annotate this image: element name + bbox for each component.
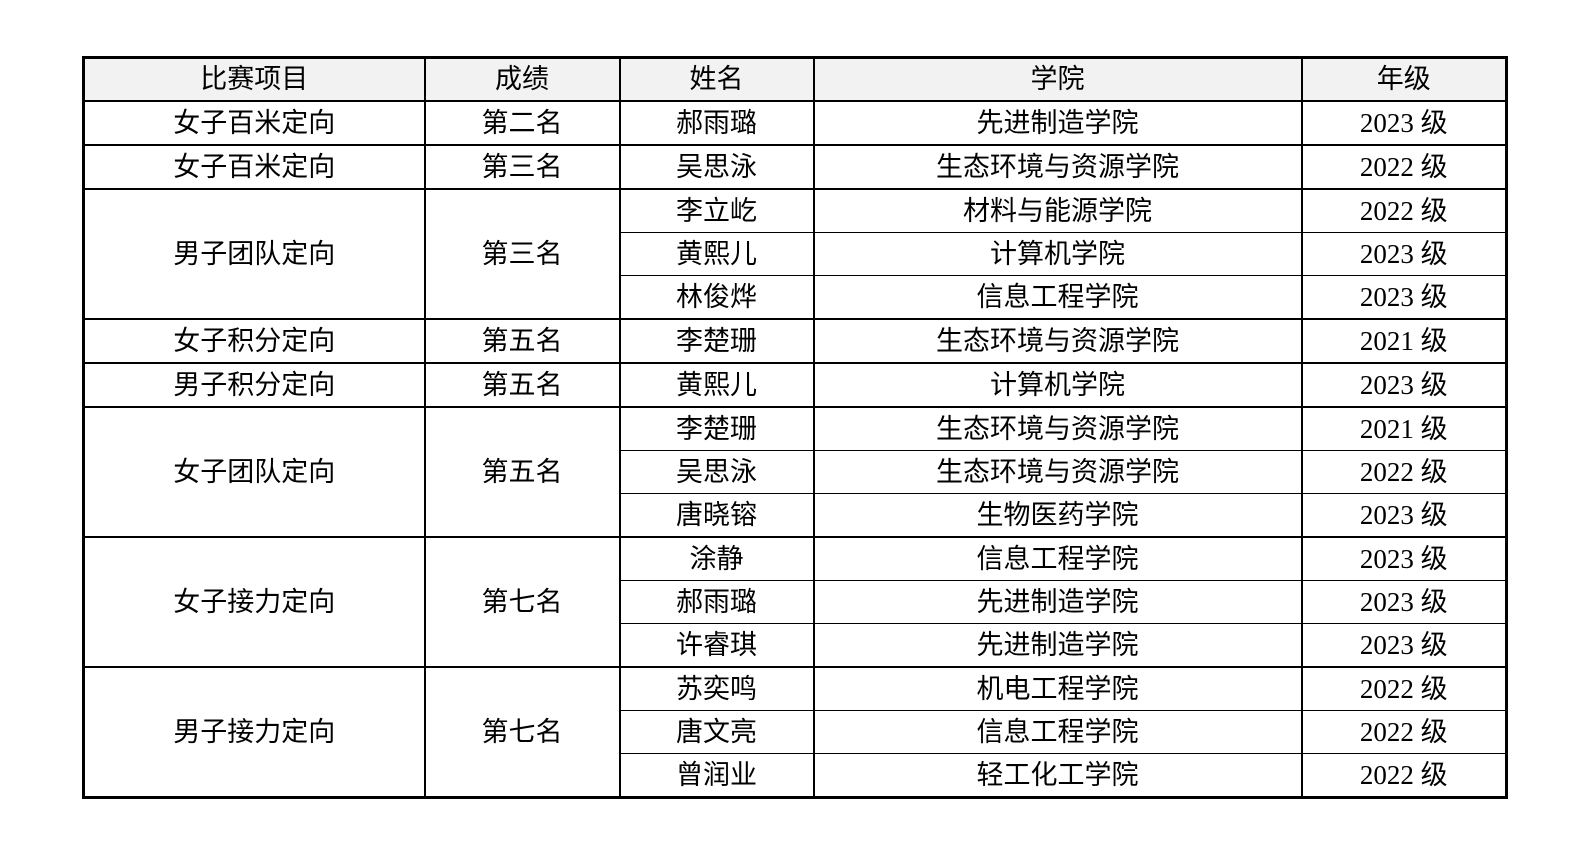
cell-result: 第二名: [423, 100, 621, 146]
cell-college: 轻工化工学院: [812, 753, 1303, 798]
cell-grade: 2023 级: [1300, 100, 1508, 146]
cell-name: 许睿琪: [618, 623, 815, 668]
cell-event: 女子团队定向: [82, 406, 426, 538]
cell-grade: 2023 级: [1300, 623, 1508, 668]
table-row: 林俊烨 信息工程学院 2023 级: [84, 275, 1508, 320]
column-header-name: 姓名: [618, 56, 815, 102]
cell-grade: 2023 级: [1300, 275, 1508, 320]
cell-college: 先进制造学院: [812, 580, 1303, 624]
cell-event: 男子接力定向: [82, 666, 426, 798]
cell-event: 女子百米定向: [82, 100, 426, 146]
cell-college: 先进制造学院: [812, 100, 1303, 146]
cell-grade: 2023 级: [1300, 493, 1508, 538]
cell-event: 女子接力定向: [82, 536, 426, 668]
table-row: 女子接力定向 第七名 涂静 信息工程学院 2023 级: [82, 536, 1508, 668]
cell-result: 第五名: [423, 318, 621, 364]
cell-grade: 2022 级: [1300, 144, 1508, 190]
cell-grade: 2021 级: [1300, 318, 1508, 364]
cell-grade: 2023 级: [1300, 362, 1508, 408]
cell-name: 郝雨璐: [618, 580, 815, 624]
cell-grade: 2022 级: [1300, 666, 1508, 711]
cell-grade: 2021 级: [1300, 406, 1508, 451]
cell-grade: 2022 级: [1300, 710, 1508, 754]
cell-grade: 2023 级: [1300, 580, 1508, 624]
cell-name: 唐晓镕: [618, 493, 815, 538]
column-header-college: 学院: [812, 56, 1303, 102]
cell-result: 第三名: [423, 144, 621, 190]
table-row: 女子百米定向 第二名 郝雨璐 先进制造学院 2023 级: [82, 100, 1508, 146]
table-row: 黄熙儿 计算机学院 2023 级: [84, 232, 1508, 276]
cell-college: 计算机学院: [812, 362, 1303, 408]
table-row: 唐文亮 信息工程学院 2022 级: [84, 710, 1508, 754]
cell-name: 涂静: [618, 536, 815, 581]
cell-event: 女子百米定向: [82, 144, 426, 190]
cell-result: 第五名: [423, 406, 621, 538]
cell-college: 材料与能源学院: [812, 188, 1303, 233]
table-row: 女子团队定向 第五名 李楚珊 生态环境与资源学院 2021 级: [82, 406, 1508, 538]
cell-result: 第七名: [423, 666, 621, 798]
cell-name: 黄熙儿: [618, 362, 815, 408]
results-table: 比赛项目 成绩 姓名 学院 年级 女子百米定向 第二名 郝雨璐 先进制造学院 2…: [82, 56, 1508, 799]
cell-college: 信息工程学院: [812, 536, 1303, 581]
column-header-grade: 年级: [1300, 56, 1508, 102]
table-row: 吴思泳 生态环境与资源学院 2022 级: [84, 450, 1508, 494]
cell-name: 吴思泳: [618, 450, 815, 494]
cell-college: 机电工程学院: [812, 666, 1303, 711]
cell-name: 唐文亮: [618, 710, 815, 754]
cell-name: 林俊烨: [618, 275, 815, 320]
cell-name: 李楚珊: [618, 318, 815, 364]
cell-college: 信息工程学院: [812, 710, 1303, 754]
cell-grade: 2023 级: [1300, 232, 1508, 276]
cell-name: 黄熙儿: [618, 232, 815, 276]
cell-event: 男子积分定向: [82, 362, 426, 408]
table-row: 男子团队定向 第三名 李立屹 材料与能源学院 2022 级: [82, 188, 1508, 320]
cell-college: 计算机学院: [812, 232, 1303, 276]
cell-name: 吴思泳: [618, 144, 815, 190]
column-header-result: 成绩: [423, 56, 621, 102]
cell-college: 生态环境与资源学院: [812, 450, 1303, 494]
cell-college: 先进制造学院: [812, 623, 1303, 668]
table-row: 男子积分定向 第五名 黄熙儿 计算机学院 2023 级: [82, 362, 1508, 408]
column-header-event: 比赛项目: [82, 56, 426, 102]
cell-name: 郝雨璐: [618, 100, 815, 146]
cell-grade: 2022 级: [1300, 753, 1508, 798]
cell-college: 信息工程学院: [812, 275, 1303, 320]
cell-result: 第五名: [423, 362, 621, 408]
cell-grade: 2022 级: [1300, 188, 1508, 233]
cell-name: 李楚珊: [618, 406, 815, 451]
table-row: 唐晓镕 生物医药学院 2023 级: [84, 493, 1508, 538]
cell-college: 生态环境与资源学院: [812, 318, 1303, 364]
cell-grade: 2023 级: [1300, 536, 1508, 581]
cell-name: 曾润业: [618, 753, 815, 798]
cell-result: 第三名: [423, 188, 621, 320]
cell-event: 女子积分定向: [82, 318, 426, 364]
cell-grade: 2022 级: [1300, 450, 1508, 494]
table-row: 男子接力定向 第七名 苏奕鸣 机电工程学院 2022 级: [82, 666, 1508, 798]
cell-college: 生物医药学院: [812, 493, 1303, 538]
table-row: 女子积分定向 第五名 李楚珊 生态环境与资源学院 2021 级: [82, 318, 1508, 364]
table-row: 曾润业 轻工化工学院 2022 级: [84, 753, 1508, 798]
table-row: 女子百米定向 第三名 吴思泳 生态环境与资源学院 2022 级: [82, 144, 1508, 190]
cell-result: 第七名: [423, 536, 621, 668]
cell-name: 李立屹: [618, 188, 815, 233]
cell-college: 生态环境与资源学院: [812, 144, 1303, 190]
cell-college: 生态环境与资源学院: [812, 406, 1303, 451]
table-row: 郝雨璐 先进制造学院 2023 级: [84, 580, 1508, 624]
cell-name: 苏奕鸣: [618, 666, 815, 711]
cell-event: 男子团队定向: [82, 188, 426, 320]
header-row: 比赛项目 成绩 姓名 学院 年级: [82, 56, 1508, 102]
